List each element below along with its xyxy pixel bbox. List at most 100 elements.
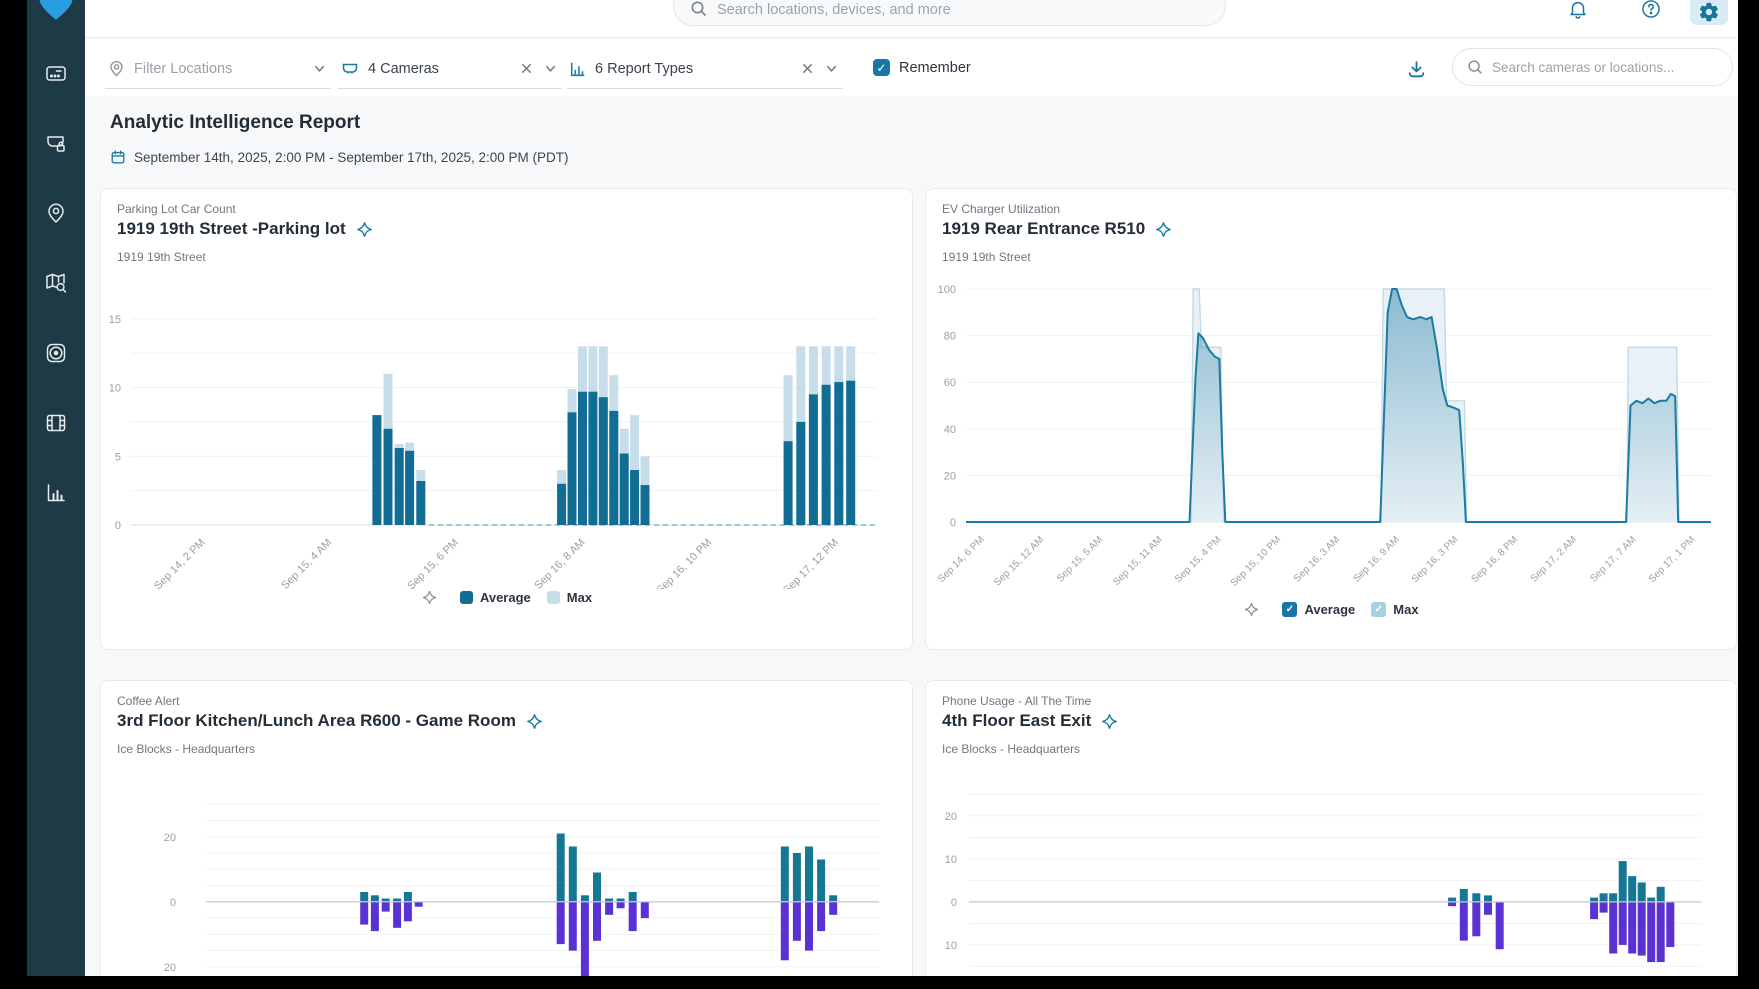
svg-text:80: 80: [944, 331, 956, 343]
svg-text:Sep 15, 10 PM: Sep 15, 10 PM: [1229, 534, 1284, 589]
bar-chart-icon: [570, 62, 585, 76]
legend-max[interactable]: Max: [546, 590, 592, 605]
film-archive-icon[interactable]: [43, 410, 69, 436]
global-search-input[interactable]: [717, 2, 1137, 18]
camera-location-search[interactable]: [1452, 48, 1733, 86]
average-chip: [459, 591, 473, 604]
app-logo[interactable]: [34, 0, 78, 27]
screen-edge-right: [1738, 0, 1759, 989]
remember-label: Remember: [899, 59, 971, 76]
svg-text:10: 10: [109, 383, 121, 395]
report-type-label: Parking Lot Car Count: [117, 202, 236, 216]
svg-text:Sep 17, 12 PM: Sep 17, 12 PM: [781, 537, 841, 589]
close-icon[interactable]: [799, 61, 815, 77]
svg-text:Sep 17, 1 PM: Sep 17, 1 PM: [1647, 534, 1698, 585]
date-range: September 14th, 2025, 2:00 PM - Septembe…: [134, 149, 569, 165]
svg-text:Sep 15, 5 AM: Sep 15, 5 AM: [1055, 534, 1105, 584]
sparkle-icon: [527, 713, 542, 729]
date-range-row[interactable]: September 14th, 2025, 2:00 PM - Septembe…: [110, 149, 569, 165]
chevron-down-icon[interactable]: [542, 61, 558, 77]
card-parking-lot-car-count: Parking Lot Car Count 1919 19th Street -…: [100, 188, 913, 650]
chart-phone-diverging-bar: 201001020: [945, 793, 1701, 989]
card-title: 1919 Rear Entrance R510: [942, 219, 1146, 238]
legend-average[interactable]: ✓ Average: [1282, 602, 1355, 617]
topbar: [85, 0, 1738, 38]
legend-average[interactable]: Average: [459, 590, 531, 605]
svg-text:Sep 15, 4 PM: Sep 15, 4 PM: [1173, 534, 1224, 585]
sparkle-icon[interactable]: [421, 589, 438, 606]
download-icon[interactable]: [1403, 56, 1429, 82]
close-icon[interactable]: [518, 61, 534, 77]
svg-text:40: 40: [944, 424, 956, 436]
card-title: 4th Floor East Exit: [942, 711, 1092, 730]
chevron-down-icon[interactable]: [311, 61, 327, 77]
report-filter-value: 6 Report Types: [595, 60, 694, 77]
remember-checkbox[interactable]: ✓: [873, 59, 890, 76]
sparkle-icon[interactable]: [1243, 601, 1260, 618]
remember-toggle[interactable]: ✓ Remember: [873, 59, 971, 76]
spaces-icon[interactable]: [43, 340, 69, 366]
chart-parking-bar: 0 5 10 15 Sep 14, 2 PM Sep 15, 4 AM Sep 15, 6 …: [109, 314, 876, 597]
calendar-icon: [111, 150, 125, 164]
camera-lock-icon[interactable]: [43, 130, 69, 156]
report-type-filter[interactable]: 6 Report Types: [567, 49, 843, 89]
svg-text:Sep 16, 3 AM: Sep 16, 3 AM: [1292, 534, 1342, 584]
location-pin-icon[interactable]: [43, 200, 69, 226]
sidebar: [27, 0, 85, 989]
sidebar-nav: [27, 60, 85, 506]
svg-text:100: 100: [938, 284, 956, 296]
help-icon[interactable]: [1638, 0, 1664, 23]
card-location: 1919 19th Street: [942, 250, 1031, 264]
chart-coffee-diverging-bar: 20 0 20: [164, 803, 879, 989]
global-search[interactable]: [673, 0, 1226, 26]
svg-text:Sep 17, 2 AM: Sep 17, 2 AM: [1529, 534, 1579, 584]
max-checkbox[interactable]: ✓: [1371, 602, 1387, 617]
screen-edge-bottom: [0, 976, 1759, 989]
devices-console-icon[interactable]: [43, 60, 69, 86]
svg-text:20: 20: [164, 962, 176, 974]
card-ev-charger-utilization: EV Charger Utilization 1919 Rear Entranc…: [925, 188, 1737, 650]
reports-icon[interactable]: [43, 480, 69, 506]
svg-text:10: 10: [945, 940, 957, 952]
average-checkbox[interactable]: ✓: [1282, 602, 1298, 617]
gear-icon[interactable]: [1690, 0, 1728, 25]
card-location: Ice Blocks - Headquarters: [117, 742, 256, 756]
svg-text:0: 0: [115, 520, 121, 532]
filter-bar: Filter Locations 4 Cameras 6 Report Type…: [85, 39, 1738, 96]
legend-max[interactable]: ✓ Max: [1371, 602, 1419, 617]
map-search-icon[interactable]: [43, 270, 69, 296]
card-coffee-alert: Coffee Alert 3rd Floor Kitchen/Lunch Are…: [100, 680, 913, 989]
report-type-label: EV Charger Utilization: [942, 202, 1061, 216]
chart-legend: ✓ Average ✓ Max: [926, 601, 1736, 618]
svg-text:Sep 17, 7 AM: Sep 17, 7 AM: [1588, 534, 1638, 584]
screen-edge-left: [0, 0, 27, 989]
report-type-label: Coffee Alert: [117, 694, 180, 708]
sparkle-icon: [1156, 221, 1171, 237]
main-area: Filter Locations 4 Cameras 6 Report Type…: [85, 0, 1738, 989]
location-pin-icon: [110, 61, 123, 77]
svg-text:0: 0: [170, 897, 176, 909]
svg-text:Sep 15, 4 AM: Sep 15, 4 AM: [279, 537, 334, 589]
bell-icon[interactable]: [1565, 0, 1591, 23]
svg-text:Sep 15, 11 AM: Sep 15, 11 AM: [1111, 534, 1165, 588]
svg-text:Sep 14, 2 PM: Sep 14, 2 PM: [152, 537, 208, 589]
chart-legend: Average Max: [101, 589, 912, 606]
camera-filter-value: 4 Cameras: [368, 60, 439, 77]
camera-icon: [342, 63, 358, 73]
svg-text:5: 5: [115, 451, 121, 463]
camera-location-search-input[interactable]: [1492, 59, 1702, 75]
location-filter[interactable]: Filter Locations: [105, 49, 331, 89]
svg-text:Sep 16, 9 AM: Sep 16, 9 AM: [1351, 534, 1401, 584]
max-chip: [546, 591, 560, 604]
svg-text:Sep 15, 6 PM: Sep 15, 6 PM: [405, 537, 461, 589]
card-title: 1919 19th Street -Parking lot: [117, 219, 346, 238]
svg-text:Sep 15, 12 AM: Sep 15, 12 AM: [992, 534, 1046, 588]
svg-text:Sep 16, 3 PM: Sep 16, 3 PM: [1410, 534, 1461, 585]
chevron-down-icon[interactable]: [823, 61, 839, 77]
svg-text:Sep 16, 10 PM: Sep 16, 10 PM: [654, 537, 714, 589]
search-icon: [691, 1, 707, 17]
camera-filter[interactable]: 4 Cameras: [338, 49, 562, 89]
report-type-label: Phone Usage - All The Time: [942, 694, 1092, 708]
svg-text:20: 20: [944, 470, 956, 482]
search-icon: [1468, 59, 1482, 74]
